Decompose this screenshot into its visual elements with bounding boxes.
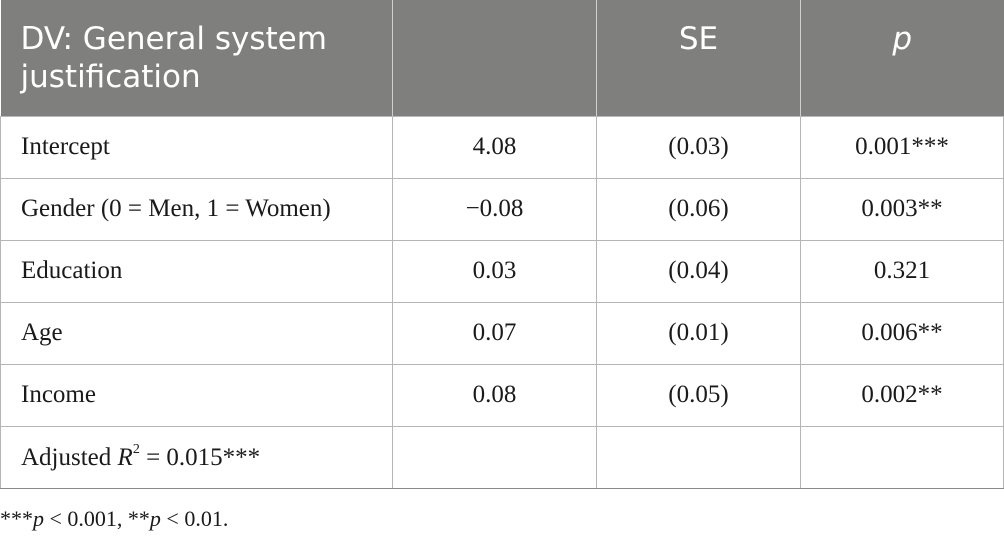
row-label: Age — [0, 302, 393, 365]
row-coefficient: −0.08 — [392, 178, 597, 241]
table-row-income: Income 0.08 (0.05) 0.002** — [0, 364, 1004, 427]
row-label: Gender (0 = Men, 1 = Women) — [0, 178, 393, 241]
table-row-education: Education 0.03 (0.04) 0.321 — [0, 240, 1004, 303]
header-se: SE — [596, 0, 801, 117]
header-dv-label: DV: General system justification — [0, 0, 393, 117]
row-se: (0.01) — [596, 302, 801, 365]
header-p: p — [800, 0, 1004, 117]
table-row-gender: Gender (0 = Men, 1 = Women) −0.08 (0.06)… — [0, 178, 1004, 241]
empty-cell — [392, 426, 597, 489]
footnote-p1: p — [33, 506, 44, 531]
row-p-value: 0.002** — [800, 364, 1004, 427]
footnote-stars: *** — [0, 506, 33, 531]
footnote-p2: p — [149, 506, 161, 531]
adjusted-r2-label: Adjusted R2 = 0.015*** — [0, 426, 393, 489]
row-label: Income — [0, 364, 393, 427]
row-coefficient: 0.07 — [392, 302, 597, 365]
adjusted-r2-prefix: Adjusted — [21, 444, 118, 471]
row-coefficient: 0.08 — [392, 364, 597, 427]
row-label: Education — [0, 240, 393, 303]
regression-table: DV: General system justification SE p In… — [0, 0, 1004, 489]
adjusted-r2-symbol: R — [117, 444, 133, 471]
header-row: DV: General system justification SE p — [0, 0, 1004, 117]
row-p-value: 0.321 — [800, 240, 1004, 303]
table-row-intercept: Intercept 4.08 (0.03) 0.001*** — [0, 116, 1004, 179]
table-footnote: ***p < 0.001, **p < 0.01. — [0, 506, 228, 532]
row-se: (0.03) — [596, 116, 801, 179]
table-row-age: Age 0.07 (0.01) 0.006** — [0, 302, 1004, 365]
adjusted-r2-exponent: 2 — [132, 442, 140, 457]
row-coefficient: 4.08 — [392, 116, 597, 179]
empty-cell — [800, 426, 1004, 489]
row-label: Intercept — [0, 116, 393, 179]
row-p-value: 0.001*** — [800, 116, 1004, 179]
header-p-text: p — [892, 21, 913, 57]
table-header: DV: General system justification SE p — [0, 0, 1004, 117]
table-row-adjusted-r2: Adjusted R2 = 0.015*** — [0, 426, 1004, 489]
table-body: Intercept 4.08 (0.03) 0.001*** Gender (0… — [0, 116, 1004, 489]
footnote-rest1: < 0.001, ** — [44, 506, 150, 531]
row-coefficient: 0.03 — [392, 240, 597, 303]
row-p-value: 0.003** — [800, 178, 1004, 241]
header-coefficient — [392, 0, 597, 117]
row-p-value: 0.006** — [800, 302, 1004, 365]
footnote-rest2: < 0.01. — [160, 506, 229, 531]
empty-cell — [596, 426, 801, 489]
row-se: (0.05) — [596, 364, 801, 427]
row-se: (0.04) — [596, 240, 801, 303]
adjusted-r2-value: = 0.015*** — [139, 444, 261, 471]
row-se: (0.06) — [596, 178, 801, 241]
